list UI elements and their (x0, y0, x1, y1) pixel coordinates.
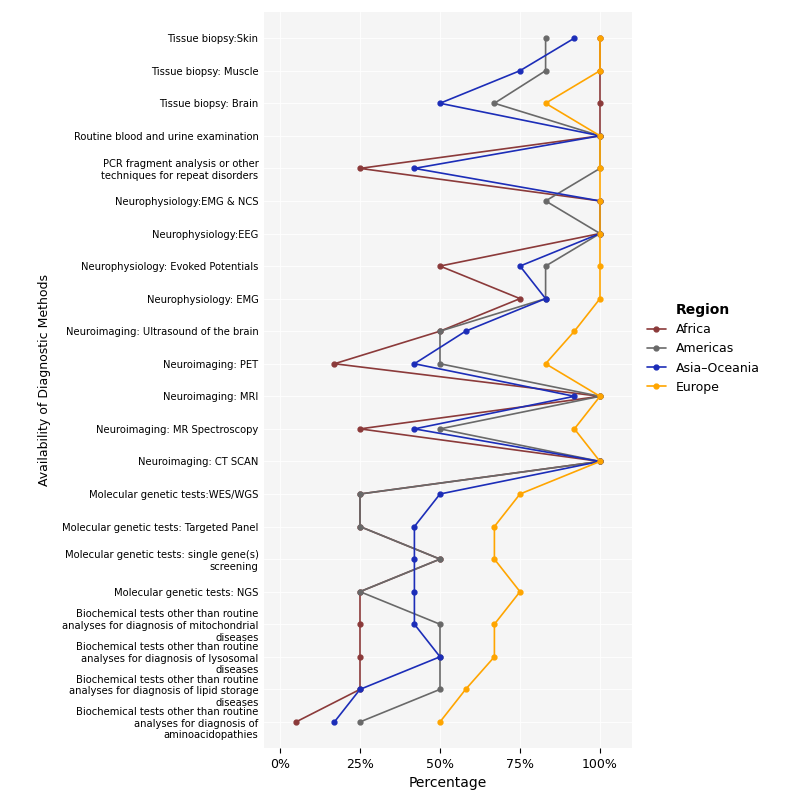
Europe (490, 555, 499, 564)
Asia–Oceania (410, 521, 419, 531)
Europe (515, 489, 525, 499)
Americas (435, 684, 445, 694)
Africa (435, 326, 445, 336)
Asia–Oceania (355, 684, 365, 694)
Europe (570, 424, 579, 434)
Europe (461, 684, 470, 694)
Asia–Oceania (461, 326, 470, 336)
Line: Asia–Oceania: Asia–Oceania (332, 35, 602, 725)
Europe (490, 652, 499, 662)
Americas (435, 359, 445, 368)
Asia–Oceania (570, 33, 579, 43)
Americas (541, 196, 550, 206)
Africa (355, 684, 365, 694)
Asia–Oceania (515, 261, 525, 271)
Americas (355, 587, 365, 596)
Asia–Oceania (595, 456, 605, 466)
Africa (595, 456, 605, 466)
Africa (355, 489, 365, 499)
Africa (330, 359, 339, 368)
Asia–Oceania (435, 98, 445, 108)
Americas (541, 294, 550, 304)
Europe (541, 98, 550, 108)
Americas (541, 66, 550, 76)
Africa (595, 66, 605, 76)
Americas (355, 521, 365, 531)
Europe (595, 456, 605, 466)
Europe (595, 294, 605, 304)
Asia–Oceania (410, 424, 419, 434)
X-axis label: Percentage: Percentage (409, 776, 487, 790)
Africa (355, 424, 365, 434)
Americas (435, 326, 445, 336)
Y-axis label: Availability of Diagnostic Methods: Availability of Diagnostic Methods (38, 274, 51, 486)
Europe (515, 587, 525, 596)
Africa (595, 196, 605, 206)
Africa (435, 555, 445, 564)
Africa (595, 131, 605, 141)
Americas (595, 392, 605, 401)
Asia–Oceania (410, 619, 419, 629)
Europe (435, 717, 445, 727)
Asia–Oceania (410, 359, 419, 368)
Africa (355, 164, 365, 173)
Line: Americas: Americas (358, 35, 602, 725)
Europe (595, 196, 605, 206)
Asia–Oceania (570, 392, 579, 401)
Africa (595, 33, 605, 43)
Africa (595, 229, 605, 239)
Africa (435, 261, 445, 271)
Asia–Oceania (595, 229, 605, 239)
Asia–Oceania (435, 489, 445, 499)
Asia–Oceania (330, 717, 339, 727)
Americas (595, 456, 605, 466)
Americas (595, 131, 605, 141)
Asia–Oceania (515, 66, 525, 76)
Europe (541, 359, 550, 368)
Asia–Oceania (595, 131, 605, 141)
Americas (595, 229, 605, 239)
Americas (541, 261, 550, 271)
Africa (291, 717, 301, 727)
Asia–Oceania (410, 587, 419, 596)
Asia–Oceania (435, 652, 445, 662)
Africa (355, 652, 365, 662)
Asia–Oceania (541, 294, 550, 304)
Americas (595, 164, 605, 173)
Asia–Oceania (595, 196, 605, 206)
Africa (355, 587, 365, 596)
Americas (435, 555, 445, 564)
Americas (435, 424, 445, 434)
Americas (541, 33, 550, 43)
Americas (355, 489, 365, 499)
Europe (595, 392, 605, 401)
Americas (490, 98, 499, 108)
Europe (490, 521, 499, 531)
Line: Europe: Europe (438, 35, 602, 725)
Europe (595, 229, 605, 239)
Europe (595, 131, 605, 141)
Americas (435, 619, 445, 629)
Americas (435, 652, 445, 662)
Africa (595, 98, 605, 108)
Europe (595, 261, 605, 271)
Legend: Africa, Americas, Asia–Oceania, Europe: Africa, Americas, Asia–Oceania, Europe (642, 298, 765, 399)
Line: Africa: Africa (294, 35, 602, 725)
Africa (515, 294, 525, 304)
Africa (355, 619, 365, 629)
Africa (595, 392, 605, 401)
Africa (355, 521, 365, 531)
Asia–Oceania (410, 555, 419, 564)
Europe (595, 33, 605, 43)
Europe (490, 619, 499, 629)
Asia–Oceania (410, 164, 419, 173)
Europe (570, 326, 579, 336)
Americas (355, 717, 365, 727)
Europe (595, 164, 605, 173)
Europe (595, 66, 605, 76)
